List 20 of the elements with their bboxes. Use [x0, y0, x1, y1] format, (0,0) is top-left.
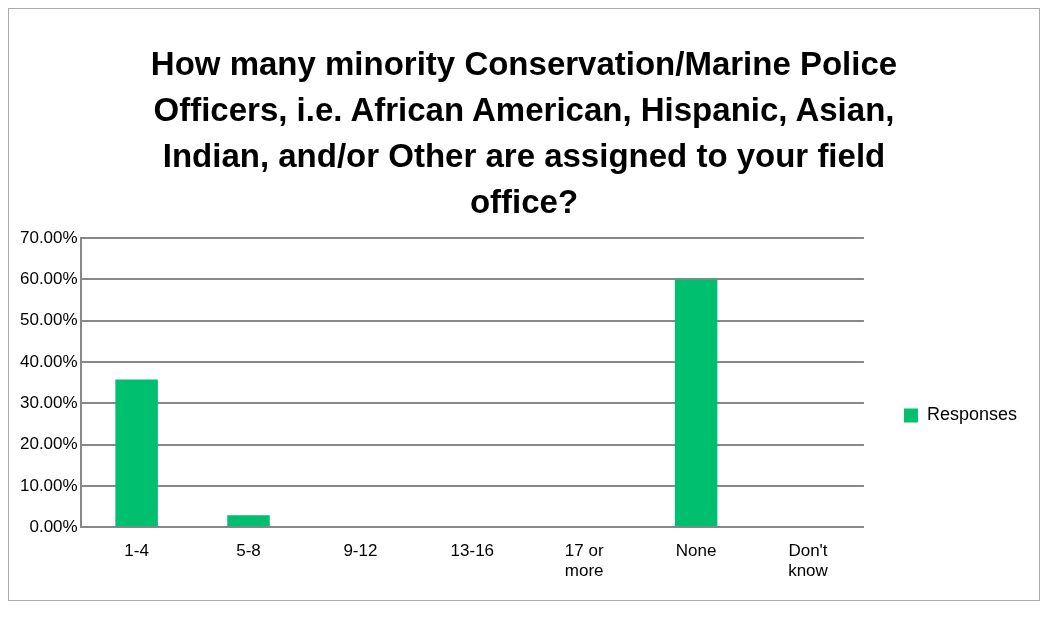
- y-tick-label: 10.00%: [19, 475, 78, 495]
- y-tick-label: 50.00%: [19, 310, 78, 330]
- x-tick-label: Don't know: [788, 541, 829, 581]
- x-tick-label: 5-8: [236, 541, 261, 561]
- x-tick-label: None: [675, 541, 717, 561]
- y-tick-label: 60.00%: [19, 269, 78, 289]
- x-tick-label: 1-4: [124, 541, 149, 561]
- bar: [227, 515, 270, 527]
- y-tick-label: 20.00%: [19, 434, 78, 454]
- x-tick-label: 13-16: [450, 541, 495, 561]
- x-tick-label: 9-12: [343, 541, 378, 561]
- y-tick-label: 40.00%: [19, 351, 78, 371]
- chart-title: How many minority Conservation/Marine Police Officers, i.e. African American, Hispanic, Asian, Indian, and/or Other are assigned to your field office?: [149, 44, 899, 222]
- bar: [674, 279, 718, 527]
- bar: [115, 379, 158, 527]
- y-tick-label: 0.00%: [29, 516, 78, 536]
- y-tick-label: 70.00%: [19, 227, 78, 247]
- y-tick-label: 30.00%: [19, 393, 78, 413]
- x-tick-label: 17 or more: [564, 541, 604, 581]
- legend-label: Responses: [926, 404, 1018, 425]
